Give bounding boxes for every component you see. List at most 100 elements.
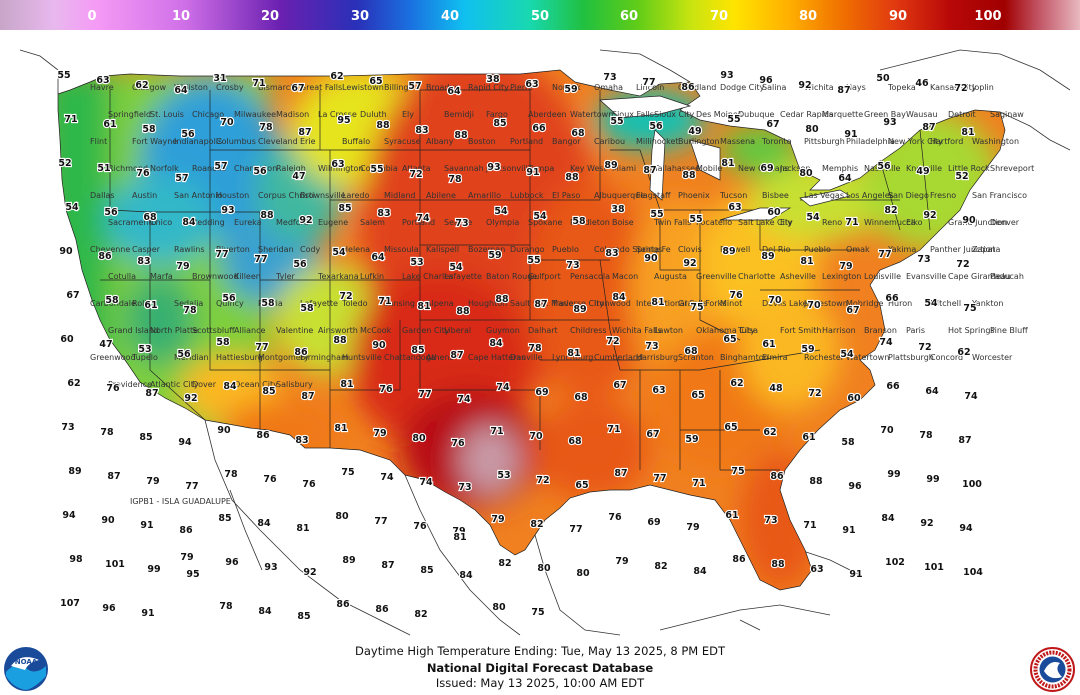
city-label: Richmond [108, 164, 148, 173]
city-label: Clovis [678, 245, 702, 254]
city-label: Eureka [234, 218, 262, 227]
city-label: Quincy [216, 299, 244, 308]
city-label: Great Falls [300, 83, 342, 92]
temperature-value: 79 [615, 556, 628, 567]
temperature-value: 88 [565, 172, 579, 183]
temperature-value: 71 [378, 296, 391, 307]
temperature-value: 61 [144, 300, 157, 311]
city-label: Reno [822, 218, 842, 227]
city-label: Little Rock [948, 164, 990, 173]
city-label: Cheyenne [90, 245, 130, 254]
temperature-value: 72 [918, 342, 931, 353]
city-label: Boston [468, 137, 496, 146]
city-label: Tallahassee [653, 164, 700, 173]
temperature-value: 76 [413, 521, 427, 532]
city-label: Milwaukee [234, 110, 276, 119]
city-label: Philadelphia [846, 137, 895, 146]
temperature-value: 68 [684, 346, 698, 357]
city-label: Missoula [384, 245, 419, 254]
city-label: Yakima [887, 245, 916, 254]
temperature-value: 47 [99, 339, 112, 350]
city-label: Huntsville [342, 353, 382, 362]
temperature-value: 60 [60, 334, 74, 345]
temperature-value: 55 [57, 70, 70, 81]
city-label: Green Bay [864, 110, 906, 119]
temperature-value: 76 [608, 512, 622, 523]
temperature-value: 62 [330, 71, 343, 82]
temperature-value: 82 [884, 205, 897, 216]
temperature-value: 76 [729, 290, 743, 301]
city-label: Columbus [216, 137, 256, 146]
temperature-value: 61 [103, 119, 116, 130]
temperature-value: 84 [881, 513, 895, 524]
temperature-value: 77 [185, 481, 198, 492]
temperature-value: 79 [686, 522, 699, 533]
city-label: Redding [192, 218, 225, 227]
temperature-value: 89 [761, 251, 774, 262]
temperature-value: 67 [66, 290, 79, 301]
city-label: Worcester [972, 353, 1013, 362]
city-label: Lewistown [342, 83, 384, 92]
city-label: Raleigh [276, 164, 306, 173]
city-label: Watertown [570, 110, 613, 119]
temperature-value: 92 [683, 258, 696, 269]
city-label: Zapata [972, 245, 1001, 254]
temperature-value: 88 [682, 170, 696, 181]
city-label: Amarillo [468, 191, 501, 200]
temperature-value: 71 [692, 478, 705, 489]
city-label: Cleveland [258, 137, 298, 146]
city-label: Louisville [864, 272, 901, 281]
city-label: Tampa [527, 164, 554, 173]
city-label: Mobile [696, 164, 722, 173]
city-label: Concord [930, 353, 963, 362]
temperature-value: 49 [916, 166, 929, 177]
city-label: Joplin [971, 83, 994, 92]
city-label: Dover [192, 380, 217, 389]
temperature-value: 59 [685, 434, 698, 445]
city-label: Houston [216, 191, 249, 200]
region-label: IGPB1 - ISLA GUADALUPE [130, 497, 231, 506]
temperature-value: 54 [494, 206, 508, 217]
city-label: Garden City [402, 326, 450, 335]
temperature-value: 84 [612, 292, 626, 303]
temperature-value: 99 [147, 564, 160, 575]
city-label: Tyler [275, 272, 296, 281]
city-label: Mobridge [846, 299, 884, 308]
city-label: Omaha [594, 83, 623, 92]
temperature-value: 55 [650, 209, 663, 220]
city-label: Wichita [804, 83, 834, 92]
temperature-value: 51 [97, 163, 110, 174]
temperature-value: 80 [576, 568, 590, 579]
city-label: Peoria [258, 299, 283, 308]
temperature-value: 77 [569, 524, 582, 535]
temperature-value: 85 [139, 432, 152, 443]
city-label: Cape Girardeau [948, 272, 1011, 281]
city-label: Greenville [696, 272, 737, 281]
temperature-value: 90 [372, 340, 386, 351]
noaa-logo: NOAA [4, 647, 48, 691]
temperature-value: 96 [102, 603, 116, 614]
city-label: Ely [780, 218, 792, 227]
city-label: Crosby [216, 83, 244, 92]
city-label: Fresno [930, 191, 956, 200]
temperature-value: 79 [491, 514, 504, 525]
noaa-logo-text: NOAA [15, 658, 38, 666]
product-name: National Digital Forecast Database [426, 661, 654, 675]
temperature-value: 53 [138, 344, 151, 355]
temperature-value: 86 [98, 251, 112, 262]
scale-tick-label: 20 [261, 9, 279, 24]
city-label: Santa Fe [636, 245, 671, 254]
city-label: Lufkin [360, 272, 384, 281]
city-label: Chattanooga [384, 353, 436, 362]
temperature-value: 50 [876, 73, 890, 84]
temperature-value: 76 [379, 384, 393, 395]
temperature-value: 87 [614, 468, 627, 479]
temperature-value: 62 [67, 378, 80, 389]
temperature-value: 55 [689, 214, 702, 225]
temperature-value: 81 [961, 127, 974, 138]
city-label: Sacramento [108, 218, 156, 227]
great-lakes [599, 95, 851, 221]
city-label: Mitchell [930, 299, 961, 308]
city-label: Nashville [864, 164, 901, 173]
city-label: Harrisburg [636, 353, 678, 362]
